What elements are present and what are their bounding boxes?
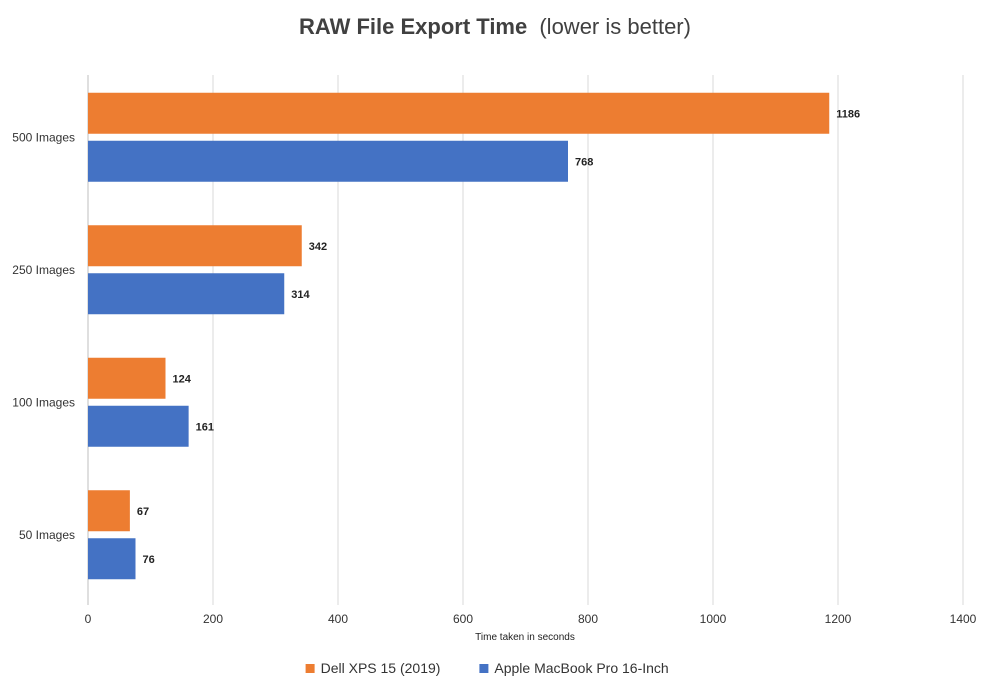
bar-apple-macbook-pro-16-inch-100-images: [88, 405, 189, 447]
x-tick-label: 1000: [700, 612, 727, 626]
chart-title-main: RAW File Export Time: [299, 14, 527, 39]
legend-swatch-dell-xps-15-2019: [305, 664, 315, 673]
legend-label-apple-macbook-pro-16-inch: Apple MacBook Pro 16-Inch: [494, 660, 668, 676]
x-tick-label: 600: [453, 612, 473, 626]
bar-dell-xps-15-2019-100-images: [88, 357, 166, 399]
x-tick-label: 0: [85, 612, 92, 626]
data-label: 76: [143, 554, 155, 566]
category-label-250-images: 250 Images: [12, 263, 75, 277]
x-tick-label: 1200: [825, 612, 852, 626]
data-label: 1186: [836, 108, 860, 120]
bars: 1186 768 342 314 124 161 67 76: [88, 92, 860, 580]
category-label-500-images: 500 Images: [12, 130, 75, 144]
data-label: 768: [575, 156, 593, 168]
bar-apple-macbook-pro-16-inch-250-images: [88, 273, 285, 315]
legend-swatch-apple-macbook-pro-16-inch: [479, 664, 489, 673]
x-axis-title: Time taken in seconds: [475, 632, 575, 643]
data-label: 161: [196, 421, 214, 433]
x-tick-label: 400: [328, 612, 348, 626]
bar-apple-macbook-pro-16-inch-500-images: [88, 140, 568, 182]
data-label: 124: [173, 373, 192, 385]
x-tick-label: 1400: [950, 612, 977, 626]
data-label: 342: [309, 241, 327, 253]
chart-subtitle: (lower is better): [539, 14, 691, 39]
category-label-50-images: 50 Images: [19, 528, 75, 542]
y-axis-categories: 500 Images 250 Images 100 Images 50 Images: [12, 130, 75, 542]
bar-dell-xps-15-2019-500-images: [88, 92, 830, 134]
x-tick-label: 200: [203, 612, 223, 626]
category-label-100-images: 100 Images: [12, 395, 75, 409]
chart-title: RAW File Export Time (lower is better): [299, 14, 691, 39]
data-label: 67: [137, 506, 149, 518]
legend-label-dell-xps-15-2019: Dell XPS 15 (2019): [321, 660, 441, 676]
bar-apple-macbook-pro-16-inch-50-images: [88, 538, 136, 580]
data-label: 314: [291, 289, 310, 301]
legend: Dell XPS 15 (2019) Apple MacBook Pro 16-I…: [305, 660, 669, 676]
bar-dell-xps-15-2019-250-images: [88, 225, 302, 267]
bar-dell-xps-15-2019-50-images: [88, 490, 130, 532]
x-axis-ticks: 0 200 400 600 800 1000 1200 1400: [85, 612, 977, 626]
x-tick-label: 800: [578, 612, 598, 626]
